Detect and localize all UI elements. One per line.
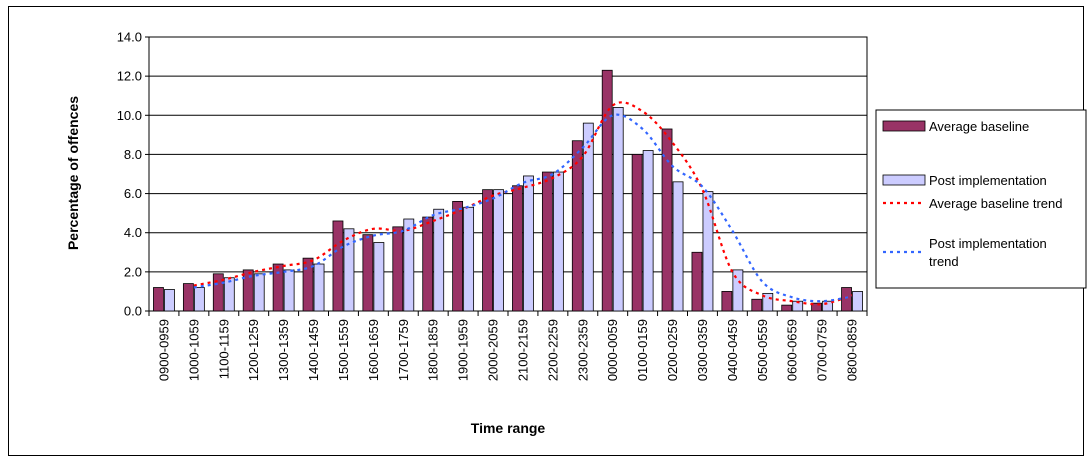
post-implementation-trend-line — [193, 113, 853, 303]
bar-average-baseline — [272, 263, 284, 312]
y-tick-label: 8.0 — [124, 147, 142, 162]
bar-average-baseline — [751, 298, 763, 312]
legend-box — [875, 109, 1087, 289]
x-tick-label: 0300-0359 — [695, 319, 710, 381]
plot-area — [148, 36, 868, 312]
bar-average-baseline — [571, 140, 583, 312]
legend-label: Average baseline — [929, 119, 1029, 134]
bar-average-baseline — [601, 69, 613, 312]
bar-post-implementation — [373, 242, 385, 312]
bar-post-implementation — [253, 273, 265, 312]
bar-post-implementation — [403, 218, 415, 312]
bar-average-baseline — [512, 185, 523, 312]
y-tick-label: 0.0 — [124, 304, 142, 319]
bar-post-implementation — [702, 191, 714, 312]
x-tick-label: 2200-2259 — [545, 319, 560, 381]
x-tick-label: 2300-2359 — [575, 319, 590, 381]
bar-post-implementation — [762, 292, 774, 312]
bar-post-implementation — [164, 289, 175, 312]
bar-post-implementation — [463, 206, 475, 312]
bar-post-implementation — [552, 171, 564, 312]
y-tick-label: 14.0 — [117, 30, 142, 45]
gridlines — [149, 75, 867, 273]
x-tick-label: 1100-1159 — [216, 319, 231, 379]
x-tick-label: 0400-0459 — [725, 319, 740, 381]
bar-average-baseline — [153, 287, 164, 312]
legend: Average baseline Post implementation Avera… — [882, 119, 1062, 269]
trend-lines-group — [193, 101, 853, 306]
x-axis-title: Time range — [471, 420, 546, 436]
bar-average-baseline — [661, 128, 673, 312]
x-tick-label: 0600-0659 — [785, 319, 800, 381]
bar-post-implementation — [732, 269, 744, 312]
y-axis-title: Percentage of offences — [65, 96, 81, 250]
x-tick-label: 1900-1959 — [456, 319, 471, 381]
bar-average-baseline — [362, 234, 374, 312]
x-tick-label: 1000-1059 — [186, 319, 201, 381]
bar-average-baseline — [302, 257, 314, 312]
y-tick-label: 12.0 — [117, 69, 142, 84]
bar-post-implementation — [283, 269, 295, 312]
x-tick-label: 2000-2059 — [486, 319, 501, 381]
x-tick-label: 2100-2159 — [515, 319, 530, 381]
x-tick-label: 0800-0859 — [845, 319, 860, 381]
bar-average-baseline — [781, 304, 793, 312]
bar-post-implementation — [193, 287, 205, 312]
bar-average-baseline — [422, 216, 434, 312]
legend-label: Average baseline trend — [929, 196, 1062, 211]
bar-average-baseline — [212, 273, 224, 312]
bar-post-implementation — [852, 291, 863, 312]
x-tick-label: 0000-0059 — [605, 319, 620, 381]
x-tick-label: 0900-0959 — [156, 319, 171, 381]
legend-label: Post implementation trend — [929, 236, 1047, 269]
bar-average-baseline — [631, 154, 643, 312]
bar-average-baseline — [332, 220, 344, 312]
bar-average-baseline — [182, 283, 194, 312]
x-tick-label: 1700-1759 — [396, 319, 411, 381]
x-tick-label: 0200-0259 — [665, 319, 680, 381]
x-tick-label: 1300-1359 — [276, 319, 291, 381]
x-tick-label: 1200-1259 — [246, 319, 261, 381]
x-tick-label: 0700-0759 — [815, 319, 830, 381]
y-tick-label: 2.0 — [124, 264, 142, 279]
bar-average-baseline — [482, 189, 493, 312]
bar-post-implementation — [822, 300, 834, 312]
average-baseline-trend-line — [193, 101, 853, 306]
y-axis-ticks: 0.0 2.0 4.0 6.0 8.0 10.0 12.0 14.0 — [117, 30, 149, 319]
bar-post-implementation — [642, 150, 654, 312]
bar-post-implementation — [223, 277, 235, 312]
y-tick-label: 4.0 — [124, 225, 142, 240]
bar-average-baseline — [452, 200, 464, 312]
legend-swatch — [882, 120, 926, 132]
bar-post-implementation — [523, 175, 534, 312]
bar-post-implementation — [672, 181, 684, 312]
bar-post-implementation — [343, 228, 355, 312]
y-tick-label: 6.0 — [124, 186, 142, 201]
bar-post-implementation — [433, 208, 445, 312]
bar-average-baseline — [721, 291, 733, 312]
bar-post-implementation — [612, 107, 624, 312]
bar-average-baseline — [811, 302, 823, 312]
bar-average-baseline — [392, 226, 404, 312]
x-tick-label: 0100-0159 — [635, 319, 650, 381]
x-tick-label: 1500-1559 — [336, 319, 351, 381]
bar-average-baseline — [242, 269, 254, 312]
x-tick-label: 1800-1859 — [426, 319, 441, 381]
legend-label: Post implementation — [929, 173, 1047, 188]
x-tick-label: 1400-1459 — [306, 319, 321, 381]
bar-average-baseline — [691, 251, 703, 312]
bar-post-implementation — [582, 122, 594, 312]
bar-post-implementation — [313, 263, 325, 312]
x-axis-ticks: 0900-0959 1000-1059 1100-1159 1200-1259 1300… — [148, 311, 868, 381]
legend-swatch — [882, 174, 926, 186]
bar-post-implementation — [493, 189, 504, 312]
bar-average-baseline — [841, 287, 852, 312]
x-tick-label: 0500-0559 — [755, 319, 770, 381]
bars-group — [153, 69, 863, 312]
bar-average-baseline — [541, 171, 553, 312]
x-tick-label: 1600-1659 — [366, 319, 381, 381]
y-tick-label: 10.0 — [117, 108, 142, 123]
